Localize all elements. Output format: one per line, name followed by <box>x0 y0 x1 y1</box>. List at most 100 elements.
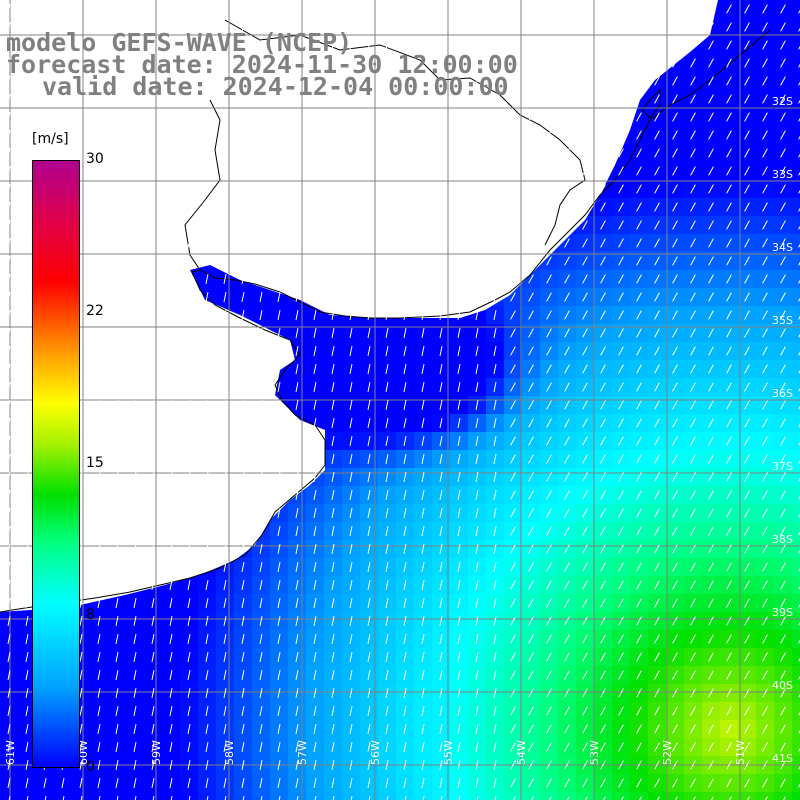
wind-arrow <box>259 58 263 68</box>
wind-arrow <box>564 562 570 572</box>
wind-arrow <box>439 130 443 140</box>
wind-arrow <box>403 220 407 230</box>
wind-arrow <box>690 76 696 86</box>
wind-arrow <box>223 202 227 212</box>
wind-arrow <box>97 112 101 122</box>
wind-arrow <box>223 166 227 176</box>
wind-arrow <box>25 364 29 374</box>
wind-arrow <box>7 292 11 302</box>
wind-arrow <box>403 382 407 392</box>
wind-arrow <box>618 328 624 338</box>
wind-arrow <box>744 130 750 140</box>
wind-arrow <box>7 706 11 716</box>
wind-speed-cell <box>792 522 800 540</box>
wind-arrow <box>241 112 245 122</box>
wind-arrow <box>151 310 155 320</box>
wind-arrow <box>331 490 335 500</box>
wind-arrow <box>726 562 732 572</box>
wind-arrow <box>457 94 461 104</box>
wind-arrow <box>133 76 137 86</box>
wind-arrow <box>79 742 83 752</box>
wind-arrow <box>439 58 443 68</box>
wind-arrow <box>564 688 570 698</box>
wind-arrow <box>385 220 389 230</box>
wind-arrow <box>79 310 83 320</box>
wind-arrow <box>187 598 191 608</box>
wind-arrow <box>654 544 660 554</box>
wind-arrow <box>241 652 245 662</box>
wind-arrow <box>510 616 516 626</box>
wind-arrow <box>618 94 624 104</box>
wind-arrow <box>367 652 371 662</box>
wind-arrow <box>115 760 119 770</box>
wind-arrow <box>61 22 65 32</box>
wind-arrow <box>546 400 552 410</box>
wind-speed-cell <box>738 792 756 800</box>
wind-arrow <box>61 94 65 104</box>
wind-arrow <box>439 274 443 284</box>
wind-arrow <box>367 706 371 716</box>
wind-arrow <box>151 778 155 788</box>
wind-arrow <box>205 670 209 680</box>
wind-arrow <box>367 40 371 50</box>
wind-arrow <box>421 670 425 680</box>
wind-arrow <box>421 184 425 194</box>
wind-arrow <box>205 202 209 212</box>
wind-arrow <box>654 652 660 662</box>
wind-arrow <box>457 454 461 464</box>
wind-arrow <box>277 148 281 158</box>
wind-arrow <box>457 436 461 446</box>
wind-arrow <box>564 94 570 104</box>
wind-arrow <box>295 40 299 50</box>
wind-arrow <box>241 418 245 428</box>
wind-arrow <box>636 130 642 140</box>
wind-arrow <box>600 418 606 428</box>
wind-arrow <box>708 436 714 446</box>
wind-arrow <box>744 454 750 464</box>
wind-arrow <box>708 652 714 662</box>
wind-arrow <box>187 274 191 284</box>
wind-arrow <box>385 94 389 104</box>
wind-arrow <box>566 796 570 800</box>
wind-arrow <box>205 274 209 284</box>
wind-arrow <box>618 616 624 626</box>
wind-arrow <box>187 742 191 752</box>
wind-arrow <box>439 22 443 32</box>
wind-arrow <box>564 742 570 752</box>
wind-arrow <box>672 94 678 104</box>
wind-arrow <box>493 598 497 608</box>
wind-arrow <box>259 346 263 356</box>
wind-arrow <box>349 454 353 464</box>
wind-arrow <box>457 562 461 572</box>
wind-arrow <box>582 580 588 590</box>
wind-arrow <box>510 238 516 248</box>
wind-arrow <box>187 364 191 374</box>
wind-arrow <box>726 166 732 176</box>
wind-arrow <box>385 22 389 32</box>
wind-arrow <box>582 652 588 662</box>
wind-arrow <box>241 94 245 104</box>
wind-arrow <box>277 274 281 284</box>
wind-arrow <box>672 526 678 536</box>
wind-arrow <box>798 747 800 752</box>
wind-arrow <box>385 292 389 302</box>
wind-speed-cell <box>522 792 540 800</box>
wind-arrow <box>25 670 29 680</box>
wind-arrow <box>313 598 317 608</box>
wind-speed-cell <box>216 792 234 800</box>
wind-arrow <box>672 508 678 518</box>
wind-arrow <box>349 562 353 572</box>
wind-arrow <box>169 310 173 320</box>
wind-speed-cell <box>90 792 108 800</box>
wind-arrow <box>546 724 552 734</box>
wind-arrow <box>7 364 11 374</box>
wind-arrow <box>205 22 209 32</box>
wind-arrow <box>780 364 786 374</box>
wind-arrow <box>493 724 497 734</box>
wind-arrow <box>115 40 119 50</box>
wind-arrow <box>259 130 263 140</box>
wind-arrow <box>582 778 588 788</box>
title-forecast-date: forecast date: 2024-11-30 12:00:00 <box>6 50 518 79</box>
wind-arrow <box>187 580 191 590</box>
wind-arrow <box>97 22 101 32</box>
